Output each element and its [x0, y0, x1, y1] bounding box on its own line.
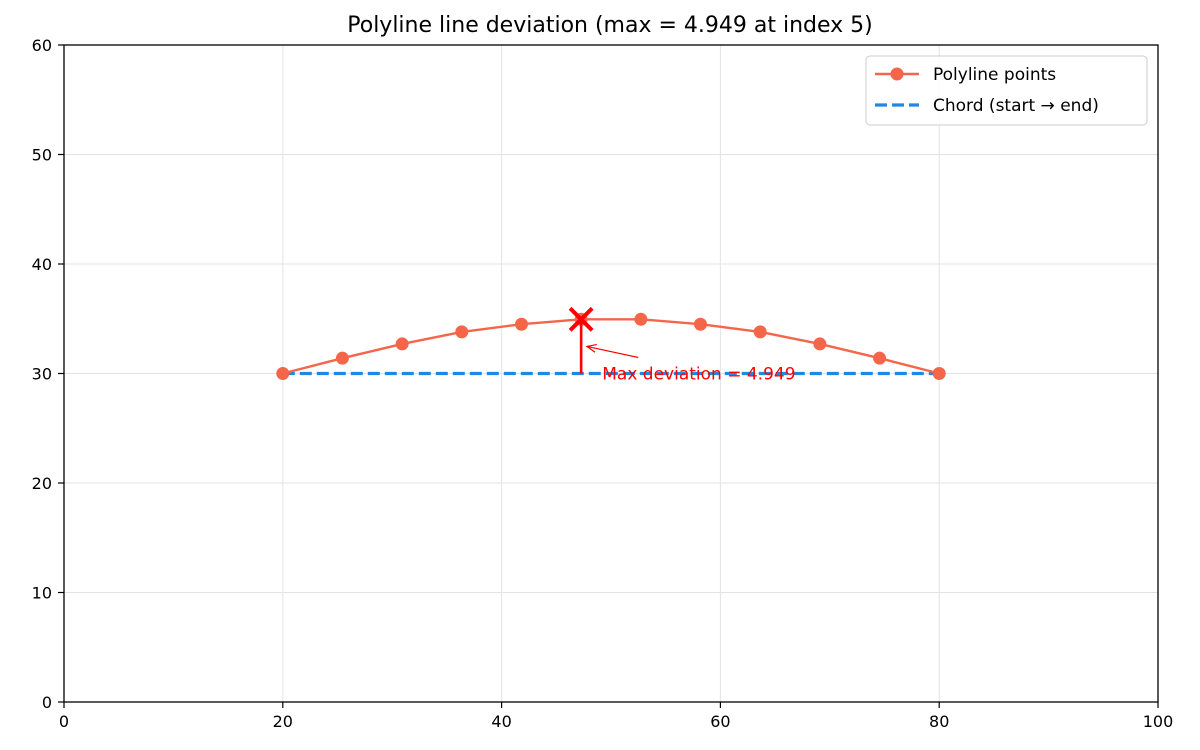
legend-label-polyline: Polyline points: [933, 65, 1056, 85]
y-tick-label: 50: [32, 146, 52, 165]
y-tick-label: 30: [32, 365, 52, 384]
polyline-point: [276, 367, 290, 380]
x-tick-label: 60: [710, 712, 730, 731]
polyline-point: [693, 317, 707, 331]
polyline-point: [455, 325, 469, 339]
polyline-point: [634, 312, 648, 326]
y-tick-label: 20: [32, 474, 52, 493]
max-point-marker: [568, 306, 594, 332]
y-tick-label: 10: [32, 584, 52, 603]
axis-ticks: 0 20 40 60 80 100 0 10 20 30 40 50 60: [32, 36, 1174, 731]
polyline-point: [753, 325, 767, 339]
annotation-text: Max deviation = 4.949: [602, 365, 795, 385]
y-tick-label: 40: [32, 255, 52, 274]
x-tick-label: 40: [491, 712, 511, 731]
annotation-arrowhead: [585, 343, 597, 353]
annotations: Max deviation = 4.949: [568, 306, 796, 385]
y-tick-label: 60: [32, 36, 52, 55]
polyline-point: [873, 351, 887, 365]
legend-label-chord: Chord (start → end): [933, 96, 1099, 116]
x-tick-label: 20: [273, 712, 293, 731]
legend-box: [865, 55, 1148, 126]
polyline-point: [813, 337, 827, 351]
chart-title: Polyline line deviation (max = 4.949 at …: [347, 13, 873, 38]
polyline-point: [395, 337, 409, 351]
polyline-point: [515, 317, 529, 331]
legend: Polyline points Chord (start → end): [865, 55, 1148, 126]
polyline-point: [932, 367, 946, 380]
annotation-arrow: [586, 345, 639, 359]
x-tick-label: 80: [929, 712, 949, 731]
y-tick-label: 0: [42, 693, 52, 712]
x-tick-label: 0: [59, 712, 69, 731]
max-marker-stroke: [568, 306, 594, 332]
legend-polyline-marker: [890, 67, 904, 81]
polyline-point: [335, 351, 349, 365]
x-tick-label: 100: [1143, 712, 1174, 731]
polyline-series-line: [282, 318, 940, 375]
